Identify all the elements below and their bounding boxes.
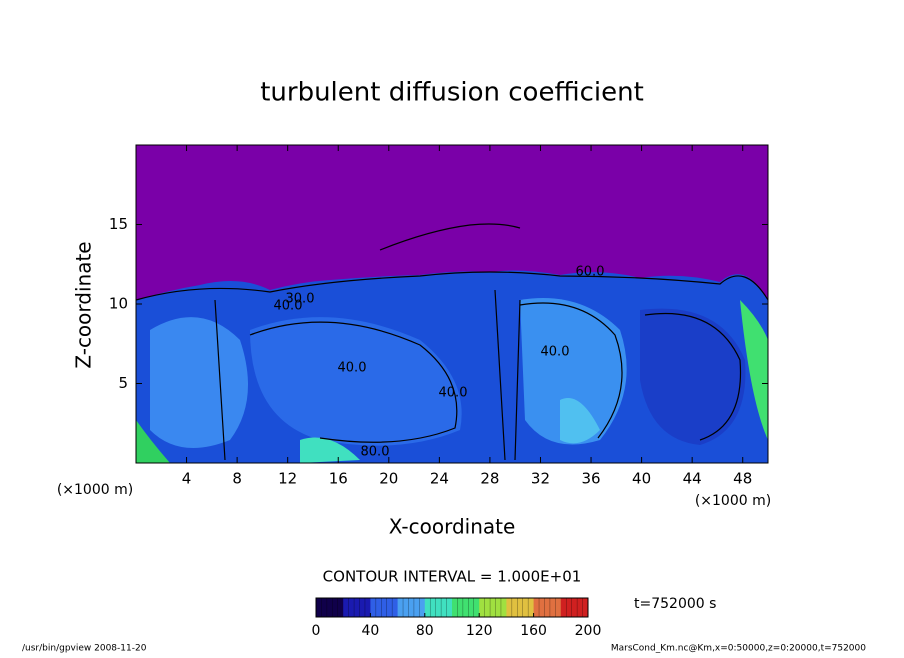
contour-label: 30.0 (286, 292, 315, 307)
x-tick-label: 16 (329, 470, 348, 488)
colorbar-swatch (370, 598, 399, 617)
time-label: t=752000 s (634, 596, 716, 612)
contour-label: 40.0 (541, 345, 570, 360)
x-axis-label: X-coordinate (389, 515, 516, 539)
field-region (740, 300, 768, 440)
contour-label: 40.0 (439, 386, 468, 401)
x-tick-label: 24 (430, 470, 449, 488)
field-region (640, 308, 746, 445)
colorbar-tick-label: 120 (466, 623, 493, 639)
x-tick-label: 48 (733, 470, 752, 488)
colorbar-swatch (424, 598, 453, 617)
contour-label: 80.0 (361, 445, 390, 460)
field-region (300, 437, 360, 463)
colorbar-tick-label: 80 (416, 623, 434, 639)
contour-line (379, 223, 521, 251)
x-tick-label: 32 (531, 470, 550, 488)
colorbar-swatch (316, 598, 344, 617)
x-tick-label: 20 (379, 470, 398, 488)
x-unit-left: (×1000 m) (57, 482, 133, 498)
colorbar-tick-label: 160 (520, 623, 547, 639)
colorbar-tick-label: 0 (312, 623, 321, 639)
field (135, 145, 769, 463)
colorbar-frame (315, 597, 589, 618)
contour-line (249, 321, 458, 443)
y-axis-label: Z-coordinate (72, 241, 96, 368)
colorbar-tick-label: 40 (361, 623, 379, 639)
x-tick-label: 44 (683, 470, 702, 488)
x-tick-label: 4 (182, 470, 192, 488)
colorbar-swatch (506, 598, 535, 617)
field-region (250, 317, 462, 446)
chart-title: turbulent diffusion coefficient (260, 78, 644, 108)
field-region (150, 317, 248, 448)
contour-label: 40.0 (338, 361, 367, 376)
field-region (560, 398, 600, 444)
colorbar-swatch (560, 598, 589, 617)
colorbar-swatch (452, 598, 480, 617)
colorbar-swatch (479, 598, 507, 617)
contour-line (519, 302, 623, 439)
x-tick-label: 12 (278, 470, 297, 488)
contour-line (214, 289, 521, 461)
y-tick-label: 5 (118, 374, 128, 392)
colorbar-swatch (343, 598, 371, 617)
x-tick-label: 28 (480, 470, 499, 488)
contour-line (644, 312, 742, 441)
field-region (520, 298, 627, 445)
colorbar-tick-label: 200 (575, 623, 602, 639)
footer-right: MarsCond_Km.nc@Km,x=0:50000,z=0:20000,t=… (611, 644, 866, 654)
x-tick-label: 8 (232, 470, 242, 488)
footer-left: /usr/bin/gpview 2008-11-20 (22, 644, 147, 654)
contour-label: 60.0 (576, 265, 605, 280)
field-region (136, 420, 170, 463)
x-tick-label: 36 (581, 470, 600, 488)
contour-label: 40.0 (274, 299, 303, 314)
contour-line (135, 271, 769, 301)
contour-interval: CONTOUR INTERVAL = 1.000E+01 (323, 568, 582, 586)
colorbar-swatch (397, 598, 426, 617)
y-tick-label: 15 (109, 215, 128, 233)
colorbar-swatch (533, 598, 562, 617)
x-unit-right: (×1000 m) (695, 493, 771, 509)
y-tick-label: 10 (109, 295, 128, 313)
x-tick-label: 40 (632, 470, 651, 488)
